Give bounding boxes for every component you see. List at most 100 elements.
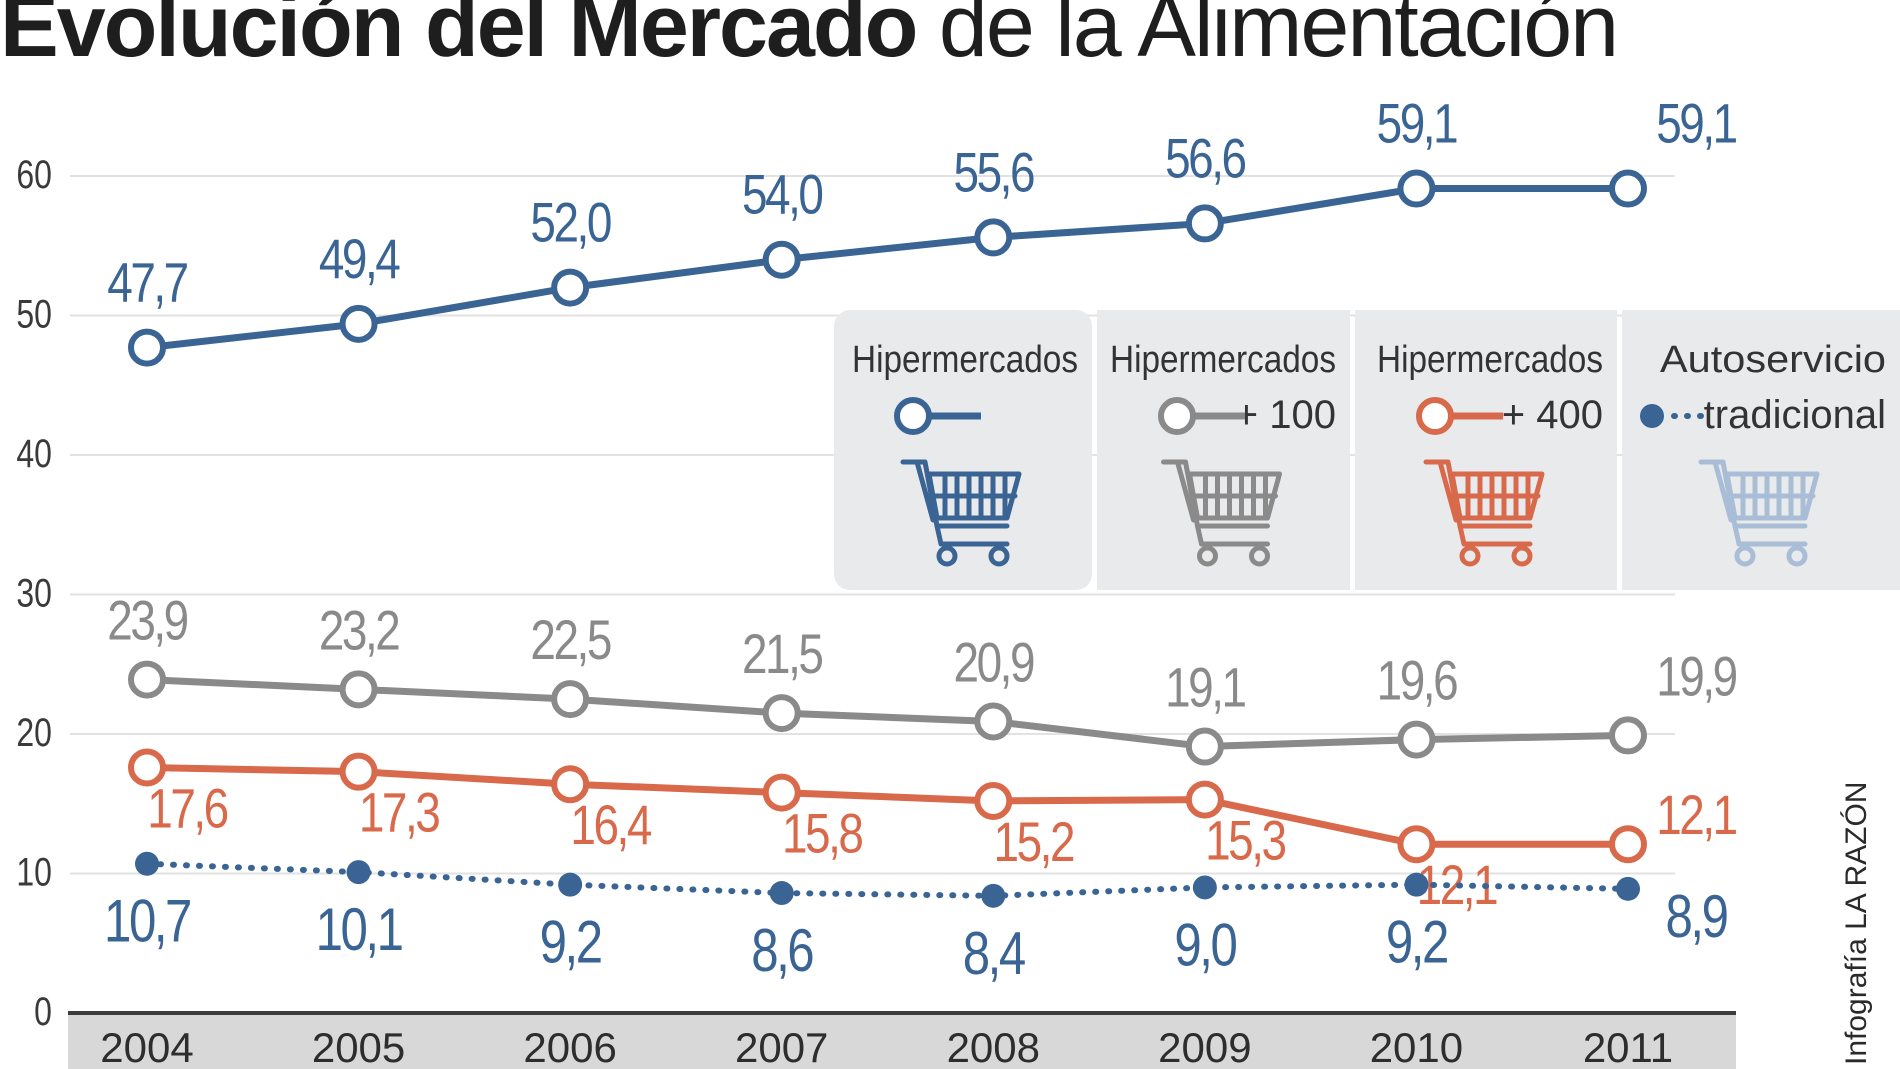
data-label-hiper: 54,0	[742, 163, 823, 225]
x-tick-label: 2005	[312, 1024, 405, 1069]
data-label-auto: 8,6	[751, 916, 813, 984]
chart-title: Evolución del Mercado de la Alimentación	[0, 0, 1619, 70]
data-label-hiper100: 21,5	[742, 623, 823, 685]
data-point-auto	[981, 883, 1006, 908]
data-label-auto: 8,9	[1665, 882, 1726, 950]
x-tick-label: 2007	[735, 1024, 828, 1069]
chart-title-light: de la Alimentación	[938, 0, 1619, 75]
legend-sublabel: + 400	[1502, 393, 1603, 437]
data-point-hiper400	[1185, 780, 1224, 819]
data-point-hiper	[128, 328, 166, 367]
data-point-hiper100	[128, 660, 166, 699]
data-point-hiper400	[762, 773, 801, 812]
data-point-hiper	[762, 240, 801, 279]
legend-sublabel: tradicional	[1704, 393, 1886, 437]
data-label-hiper100: 22,5	[530, 609, 611, 671]
y-tick-label: 30	[16, 570, 52, 615]
data-point-hiper	[551, 268, 590, 307]
data-point-hiper100	[1397, 720, 1436, 759]
data-label-hiper: 56,6	[1165, 127, 1246, 189]
data-point-auto	[1192, 875, 1217, 900]
x-tick-label: 2010	[1370, 1024, 1463, 1069]
data-point-hiper100	[762, 694, 801, 733]
x-tick-label: 2009	[1158, 1024, 1251, 1069]
data-label-hiper: 49,4	[319, 228, 400, 290]
data-label-hiper: 47,7	[107, 251, 187, 313]
data-label-hiper100: 23,9	[107, 589, 188, 651]
legend-swatch-marker	[1416, 397, 1454, 435]
y-tick-label: 0	[34, 989, 52, 1034]
series-line-hiper	[146, 185, 1628, 352]
legend-swatch-marker	[1158, 397, 1196, 435]
data-label-auto: 9,2	[1386, 908, 1447, 976]
y-tick-label: 10	[16, 849, 52, 894]
data-label-auto: 8,4	[963, 919, 1025, 987]
data-label-hiper100: 19,9	[1656, 645, 1737, 707]
data-label-hiper100: 19,6	[1377, 649, 1458, 711]
data-label-hiper400: 15,2	[994, 811, 1074, 873]
data-label-hiper100: 19,1	[1165, 656, 1245, 718]
series-line-hiper100	[146, 676, 1629, 751]
legend-swatch-marker	[1640, 404, 1664, 428]
chart-title-bold: Evolución del Mercado	[0, 0, 918, 75]
y-tick-label: 60	[16, 152, 52, 197]
legend-sublabel: + 100	[1235, 393, 1336, 437]
y-tick-label: 20	[16, 710, 52, 755]
data-label-hiper100: 20,9	[954, 631, 1035, 693]
data-point-hiper	[339, 304, 378, 343]
data-label-auto: 10,1	[316, 895, 402, 963]
data-label-hiper400: 15,3	[1205, 809, 1286, 871]
x-axis-band	[68, 1013, 1736, 1069]
shopping-cart-icon	[900, 459, 1022, 567]
shopping-cart-icon	[1698, 459, 1820, 567]
x-tick-label: 2004	[100, 1024, 193, 1069]
data-point-hiper400	[551, 765, 590, 804]
shopping-cart-icon	[1161, 459, 1282, 567]
data-label-auto: 9,2	[540, 908, 601, 976]
x-tick-label: 2011	[1583, 1024, 1673, 1069]
data-label-hiper400: 16,4	[570, 794, 651, 856]
data-point-auto	[769, 881, 794, 906]
data-label-hiper400: 12,1	[1656, 784, 1736, 846]
data-label-hiper100: 23,2	[319, 599, 399, 661]
data-point-auto	[1616, 876, 1640, 901]
data-point-hiper400	[974, 781, 1013, 820]
data-point-hiper400	[339, 752, 378, 791]
legend-label: Hipermercados	[852, 339, 1078, 381]
data-label-hiper: 52,0	[530, 191, 611, 253]
data-point-hiper100	[974, 702, 1013, 741]
data-point-hiper	[974, 218, 1013, 257]
legend-swatch-marker	[894, 397, 932, 435]
data-point-hiper100	[1185, 727, 1224, 766]
data-point-hiper	[1185, 204, 1224, 243]
series-line-hiper400	[146, 763, 1628, 848]
data-point-auto	[346, 860, 371, 885]
y-tick-label: 40	[16, 431, 52, 476]
data-point-hiper100	[339, 670, 378, 709]
legend-label: Hipermercados	[1377, 339, 1603, 381]
shopping-cart-icon	[1423, 459, 1545, 567]
data-point-hiper400	[128, 748, 166, 787]
x-tick-label: 2008	[947, 1024, 1040, 1069]
data-point-hiper100	[1609, 716, 1647, 755]
data-point-auto	[1404, 872, 1429, 897]
data-label-hiper: 59,1	[1377, 92, 1457, 154]
legend-panel	[834, 310, 1092, 590]
data-label-auto: 10,7	[104, 887, 190, 955]
data-point-auto	[135, 851, 159, 876]
data-label-hiper: 55,6	[954, 141, 1035, 203]
data-point-hiper	[1609, 169, 1647, 208]
data-point-hiper100	[551, 680, 590, 719]
data-label-hiper400: 15,8	[782, 802, 863, 864]
credit-label: Infografía LA RAZÓN	[1840, 781, 1873, 1065]
y-tick-label: 50	[16, 291, 52, 336]
data-point-hiper400	[1397, 825, 1436, 864]
x-tick-label: 2006	[523, 1024, 616, 1069]
data-point-auto	[558, 872, 583, 897]
data-point-hiper	[1397, 169, 1436, 208]
data-label-auto: 9,0	[1174, 911, 1236, 979]
data-label-hiper400: 17,3	[359, 781, 440, 843]
legend-label: Hipermercados	[1110, 339, 1336, 381]
legend-label: Autoservicio	[1660, 339, 1886, 381]
